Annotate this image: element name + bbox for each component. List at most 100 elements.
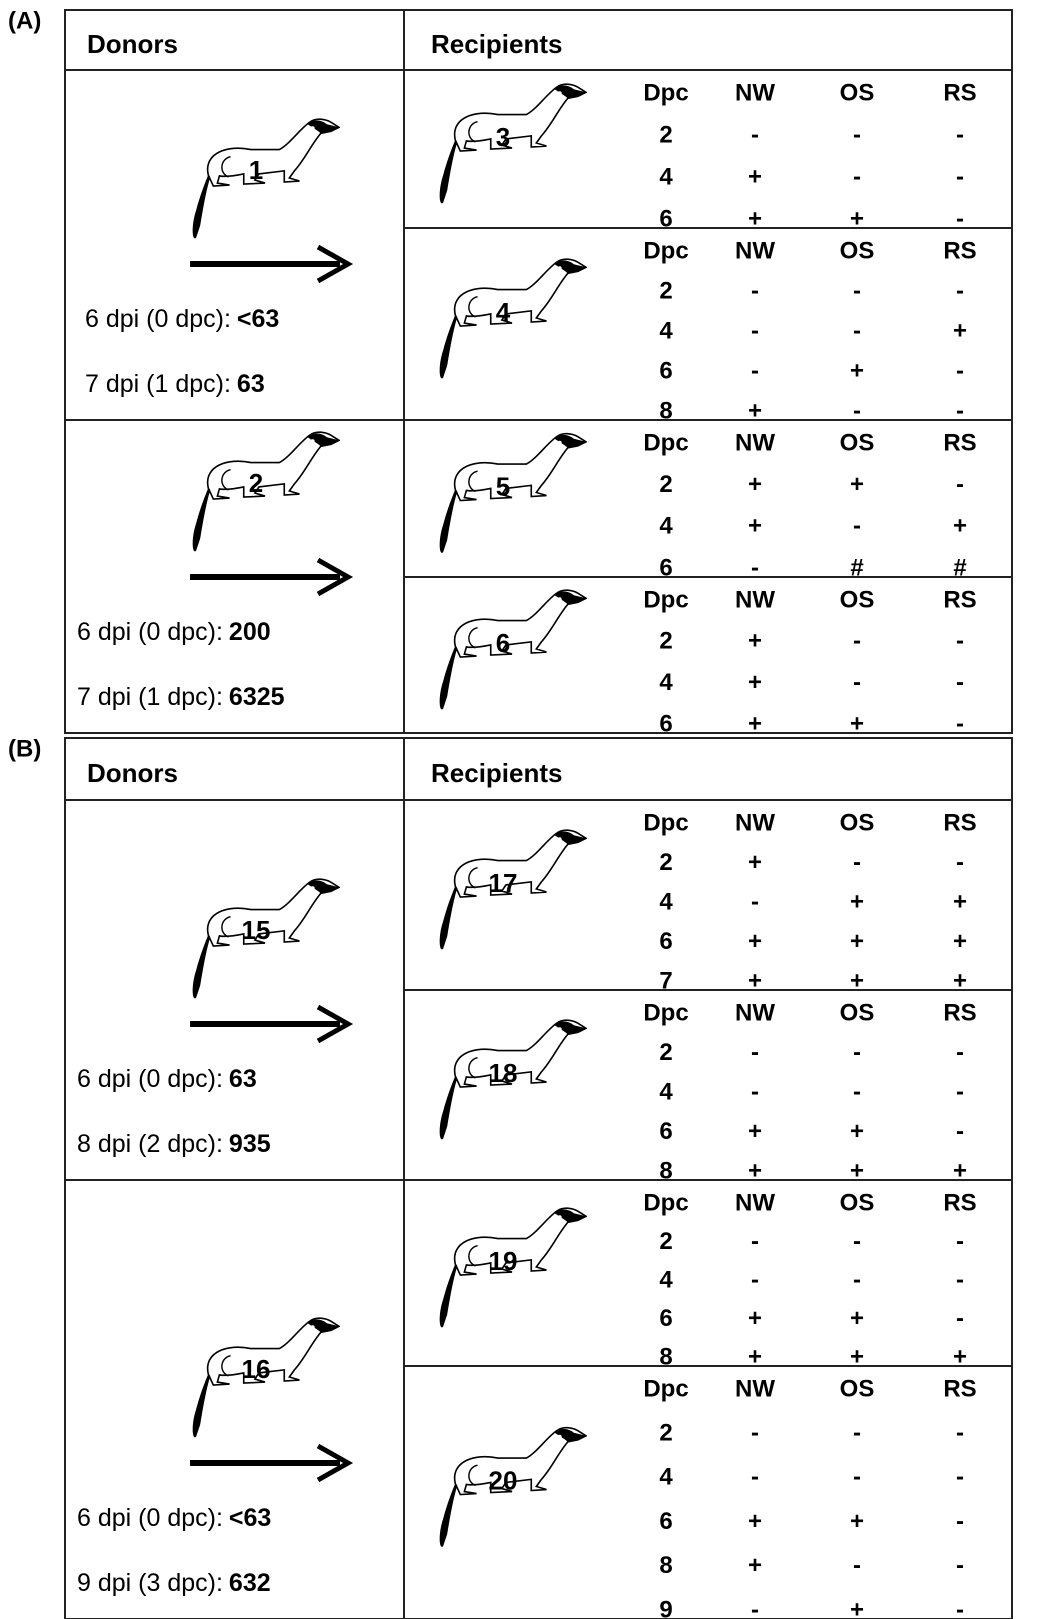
- result: -: [956, 1228, 964, 1255]
- column-header: NW: [735, 79, 775, 106]
- dpc: 6: [659, 1305, 672, 1332]
- titer-label: 6 dpi (0 dpc):: [85, 305, 231, 333]
- column-header: RS: [943, 79, 976, 106]
- dpc: 4: [659, 1078, 673, 1105]
- recipient-id: 17: [489, 868, 518, 898]
- result: -: [853, 397, 861, 424]
- result: +: [953, 513, 967, 540]
- dpc: 2: [659, 628, 672, 655]
- result: -: [956, 1596, 964, 1619]
- result: -: [853, 277, 861, 304]
- result: -: [956, 1508, 964, 1535]
- result: -: [853, 628, 861, 655]
- result: +: [748, 710, 762, 737]
- result: +: [748, 1552, 762, 1579]
- result: +: [748, 397, 762, 424]
- recipient-id: 18: [489, 1058, 518, 1088]
- column-header: RS: [943, 1189, 976, 1216]
- donor-titer: 6 dpi (0 dpc): <63: [77, 1504, 271, 1532]
- column-header: RS: [943, 809, 976, 836]
- column-header: NW: [735, 809, 775, 836]
- donor-id: 1: [249, 155, 263, 185]
- donor-titer: 6 dpi (0 dpc): <63: [85, 305, 279, 333]
- result: -: [853, 1228, 861, 1255]
- arrow-head: [316, 244, 354, 284]
- result: -: [751, 888, 759, 915]
- result: -: [853, 1464, 861, 1491]
- dpc: 6: [659, 928, 672, 955]
- result: +: [850, 1343, 864, 1370]
- donor-titer: 8 dpi (2 dpc): 935: [77, 1130, 271, 1158]
- result: +: [748, 513, 762, 540]
- result: -: [751, 277, 759, 304]
- column-header: Dpc: [643, 1189, 688, 1216]
- titer-label: 6 dpi (0 dpc):: [77, 1065, 223, 1093]
- result: -: [956, 849, 964, 876]
- result: +: [953, 317, 967, 344]
- column-header: OS: [840, 586, 875, 613]
- donor-ferret: [191, 431, 340, 553]
- titer-value: 935: [229, 1130, 271, 1158]
- result: -: [751, 1596, 759, 1619]
- dpc: 2: [659, 849, 672, 876]
- panel-label: (A): [8, 7, 41, 34]
- result: -: [956, 1552, 964, 1579]
- recipient-ferret: [438, 258, 587, 380]
- result: +: [748, 928, 762, 955]
- dpc: 4: [659, 317, 673, 344]
- result: -: [853, 317, 861, 344]
- column-header: RS: [943, 237, 976, 264]
- column-header: RS: [943, 586, 976, 613]
- panel-border: [64, 737, 1013, 1619]
- result: +: [748, 1118, 762, 1145]
- donor-titer: 6 dpi (0 dpc): 63: [77, 1065, 257, 1093]
- result: -: [956, 1305, 964, 1332]
- dpc: 8: [659, 1552, 672, 1579]
- result: +: [953, 928, 967, 955]
- column-header: NW: [735, 586, 775, 613]
- recipient-id: 19: [489, 1246, 518, 1276]
- result: -: [751, 554, 759, 581]
- result: -: [853, 1078, 861, 1105]
- result: -: [956, 1420, 964, 1447]
- dpc: 2: [659, 121, 672, 148]
- titer-value: 200: [229, 618, 271, 646]
- recipient-id: 6: [496, 628, 510, 658]
- dpc: 9: [659, 1596, 672, 1619]
- result: +: [850, 888, 864, 915]
- result: +: [850, 1596, 864, 1619]
- result: -: [853, 669, 861, 696]
- column-header: Dpc: [643, 586, 688, 613]
- column-header: RS: [943, 429, 976, 456]
- result: +: [850, 967, 864, 994]
- donor-id: 15: [242, 915, 271, 945]
- result: +: [748, 471, 762, 498]
- result: +: [850, 357, 864, 384]
- result: -: [853, 849, 861, 876]
- column-header: Dpc: [643, 999, 688, 1026]
- dpc: 2: [659, 1039, 672, 1066]
- dpc: 6: [659, 1118, 672, 1145]
- result: -: [956, 1266, 964, 1293]
- result: +: [953, 1157, 967, 1184]
- result: #: [953, 554, 966, 581]
- result: +: [748, 967, 762, 994]
- titer-label: 7 dpi (1 dpc):: [85, 370, 231, 398]
- result: +: [850, 471, 864, 498]
- result: +: [748, 1157, 762, 1184]
- result: -: [956, 357, 964, 384]
- result: -: [956, 163, 964, 190]
- result: -: [751, 1039, 759, 1066]
- column-header: OS: [840, 809, 875, 836]
- result: -: [956, 471, 964, 498]
- result: #: [850, 554, 863, 581]
- donor-id: 16: [242, 1354, 271, 1384]
- result: -: [956, 1464, 964, 1491]
- donor-titer: 7 dpi (1 dpc): 63: [85, 370, 265, 398]
- dpc: 4: [659, 513, 673, 540]
- result: -: [956, 1118, 964, 1145]
- result: -: [956, 669, 964, 696]
- column-header: OS: [840, 999, 875, 1026]
- panel-border: [64, 9, 1013, 734]
- result: -: [956, 121, 964, 148]
